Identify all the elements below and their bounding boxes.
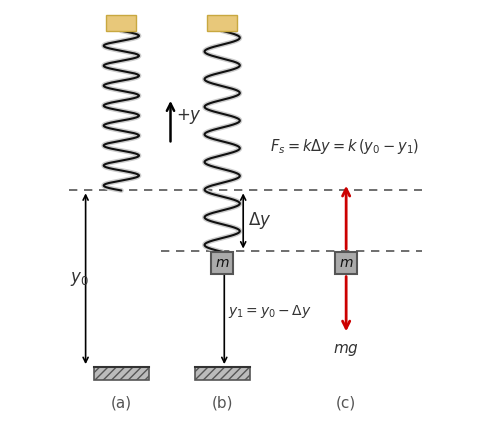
Text: $m$: $m$ — [339, 256, 353, 270]
Text: $m$: $m$ — [215, 256, 230, 270]
Text: $F_s = k\Delta y = k\,(y_0 - y_1)$: $F_s = k\Delta y = k\,(y_0 - y_1)$ — [270, 137, 420, 156]
Text: (a): (a) — [111, 395, 132, 410]
Bar — [94, 367, 149, 380]
Text: (c): (c) — [336, 395, 356, 410]
Bar — [195, 367, 250, 380]
Text: $+y$: $+y$ — [176, 107, 202, 126]
Bar — [335, 252, 357, 274]
Text: (b): (b) — [212, 395, 233, 410]
Text: $\Delta y$: $\Delta y$ — [248, 211, 271, 231]
Text: $mg$: $mg$ — [333, 342, 359, 358]
Text: $y_0$: $y_0$ — [70, 270, 89, 288]
Text: $y_1 = y_0 - \Delta y$: $y_1 = y_0 - \Delta y$ — [229, 303, 312, 320]
Bar — [106, 15, 136, 31]
Bar — [211, 252, 233, 274]
Bar — [207, 15, 238, 31]
